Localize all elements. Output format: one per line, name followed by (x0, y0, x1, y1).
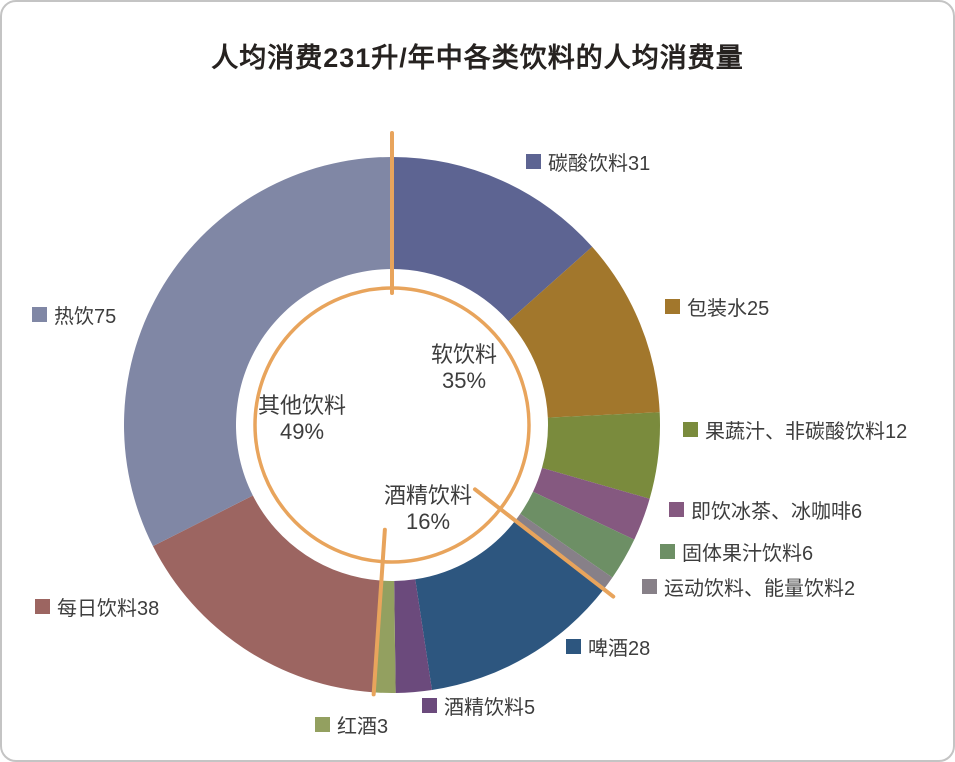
legend-item: 固体果汁饮料6 (660, 537, 813, 566)
group-label-pct: 16% (405, 509, 451, 534)
legend-label: 啤酒28 (588, 638, 651, 660)
legend-label: 固体果汁饮料6 (682, 543, 814, 565)
legend-item: 果蔬汁、非碳酸饮料12 (683, 415, 907, 444)
legend-item: 热饮75 (32, 300, 116, 329)
donut-slice (394, 579, 432, 693)
group-label-pct: 49% (279, 419, 325, 444)
group-divider-line (472, 487, 616, 599)
donut-slice (124, 157, 393, 547)
legend-swatch (526, 154, 541, 169)
donut-slice (533, 467, 650, 540)
legend-swatch (315, 717, 330, 732)
legend-item: 包装水25 (665, 292, 769, 321)
group-label-pct: 35% (441, 368, 487, 393)
legend-label: 每日饮料38 (57, 598, 160, 620)
donut-slice (373, 580, 396, 693)
donut-slice (415, 520, 604, 691)
group-label: 酒精饮料 16% (384, 483, 472, 535)
chart-title: 人均消费231升/年中各类饮料的人均消费量 (211, 43, 744, 73)
group-label: 软饮料 35% (431, 342, 497, 394)
legend-label: 热饮75 (54, 306, 117, 328)
legend-label: 果蔬汁、非碳酸饮料12 (705, 421, 908, 443)
legend-swatch (566, 639, 581, 654)
legend-swatch (32, 307, 47, 322)
legend-label: 运动饮料、能量饮料2 (664, 578, 856, 600)
legend-label: 碳酸饮料31 (548, 153, 651, 175)
legend-swatch (665, 299, 680, 314)
legend-label: 红酒3 (337, 716, 389, 738)
group-label: 其他饮料 49% (258, 393, 346, 445)
donut-slice (520, 491, 635, 578)
group-label-name: 其他饮料 (257, 393, 347, 418)
donut-slice (152, 495, 382, 693)
legend-item: 运动饮料、能量饮料2 (642, 572, 855, 601)
legend-item: 红酒3 (315, 710, 388, 739)
donut-slice (515, 513, 613, 590)
legend-item: 碳酸饮料31 (526, 147, 650, 176)
group-label-name: 酒精饮料 (383, 483, 473, 508)
legend-swatch (642, 579, 657, 594)
legend-swatch (422, 698, 437, 713)
legend-swatch (669, 502, 684, 517)
legend-label: 即饮冰茶、冰咖啡6 (691, 501, 863, 523)
legend-item: 酒精饮料5 (422, 691, 535, 720)
legend-item: 啤酒28 (566, 632, 650, 661)
legend-item: 即饮冰茶、冰咖啡6 (669, 495, 862, 524)
group-label-name: 软饮料 (430, 342, 498, 367)
legend-item: 每日饮料38 (35, 592, 159, 621)
group-divider-line (371, 527, 387, 697)
legend-label: 包装水25 (687, 298, 770, 320)
donut-slice (392, 157, 593, 322)
legend-swatch (683, 422, 698, 437)
donut-slice (541, 412, 660, 499)
donut-slice (508, 246, 660, 418)
legend-label: 酒精饮料5 (444, 697, 536, 719)
legend-swatch (660, 544, 675, 559)
legend-swatch (35, 599, 50, 614)
